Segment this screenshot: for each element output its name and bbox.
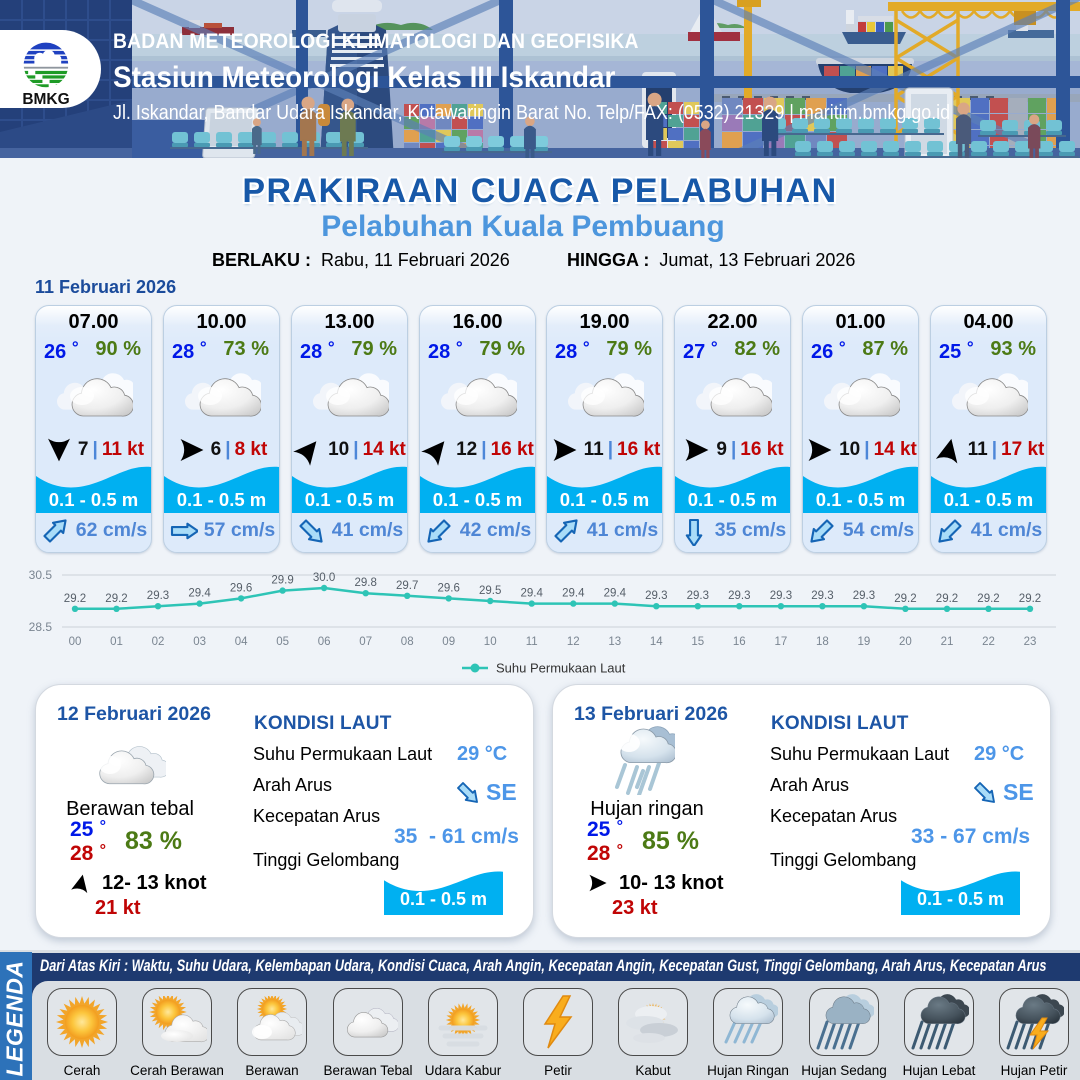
svg-text:13: 13 bbox=[608, 636, 621, 648]
svg-text:29.4: 29.4 bbox=[604, 588, 627, 600]
svg-text:Suhu Permukaan Laut: Suhu Permukaan Laut bbox=[496, 661, 626, 676]
svg-text:29.6: 29.6 bbox=[230, 582, 252, 594]
svg-text:28.5: 28.5 bbox=[29, 620, 53, 634]
svg-text:18: 18 bbox=[816, 636, 829, 648]
svg-text:29.9: 29.9 bbox=[271, 575, 293, 587]
svg-text:06: 06 bbox=[318, 636, 331, 648]
svg-text:29.5: 29.5 bbox=[479, 585, 501, 597]
svg-text:22: 22 bbox=[982, 636, 995, 648]
svg-text:29.3: 29.3 bbox=[811, 590, 833, 602]
svg-text:29.4: 29.4 bbox=[521, 588, 544, 600]
svg-text:BMKG: BMKG bbox=[22, 91, 69, 108]
svg-text:29.3: 29.3 bbox=[770, 590, 792, 602]
svg-text:29.4: 29.4 bbox=[188, 588, 211, 600]
svg-text:29.4: 29.4 bbox=[562, 588, 585, 600]
svg-text:30.5: 30.5 bbox=[29, 568, 53, 582]
svg-text:29.2: 29.2 bbox=[64, 593, 86, 605]
svg-text:29.2: 29.2 bbox=[936, 593, 958, 605]
svg-text:15: 15 bbox=[691, 636, 704, 648]
svg-text:23: 23 bbox=[1024, 636, 1037, 648]
svg-text:29.6: 29.6 bbox=[438, 582, 460, 594]
svg-text:29.7: 29.7 bbox=[396, 580, 418, 592]
svg-text:00: 00 bbox=[69, 636, 82, 648]
svg-text:16: 16 bbox=[733, 636, 746, 648]
svg-text:17: 17 bbox=[775, 636, 788, 648]
svg-text:29.2: 29.2 bbox=[894, 593, 916, 605]
svg-text:11: 11 bbox=[526, 636, 538, 648]
svg-text:01: 01 bbox=[110, 636, 123, 648]
svg-text:07: 07 bbox=[359, 636, 372, 648]
svg-text:09: 09 bbox=[442, 636, 455, 648]
svg-text:29.3: 29.3 bbox=[728, 590, 750, 602]
svg-text:12: 12 bbox=[567, 636, 580, 648]
svg-text:29.3: 29.3 bbox=[687, 590, 709, 602]
svg-text:29.3: 29.3 bbox=[645, 590, 667, 602]
svg-text:02: 02 bbox=[152, 636, 165, 648]
svg-text:08: 08 bbox=[401, 636, 414, 648]
svg-text:29.3: 29.3 bbox=[853, 590, 875, 602]
svg-text:29.2: 29.2 bbox=[105, 593, 127, 605]
svg-text:14: 14 bbox=[650, 636, 663, 648]
svg-text:05: 05 bbox=[276, 636, 289, 648]
svg-text:19: 19 bbox=[858, 636, 871, 648]
svg-text:04: 04 bbox=[235, 636, 248, 648]
svg-text:29.3: 29.3 bbox=[147, 590, 169, 602]
svg-text:29.8: 29.8 bbox=[355, 577, 377, 589]
svg-text:03: 03 bbox=[193, 636, 206, 648]
svg-text:21: 21 bbox=[941, 636, 954, 648]
svg-text:30.0: 30.0 bbox=[313, 572, 335, 584]
svg-text:20: 20 bbox=[899, 636, 912, 648]
svg-text:10: 10 bbox=[484, 636, 497, 648]
svg-text:29.2: 29.2 bbox=[977, 593, 999, 605]
svg-text:29.2: 29.2 bbox=[1019, 593, 1041, 605]
